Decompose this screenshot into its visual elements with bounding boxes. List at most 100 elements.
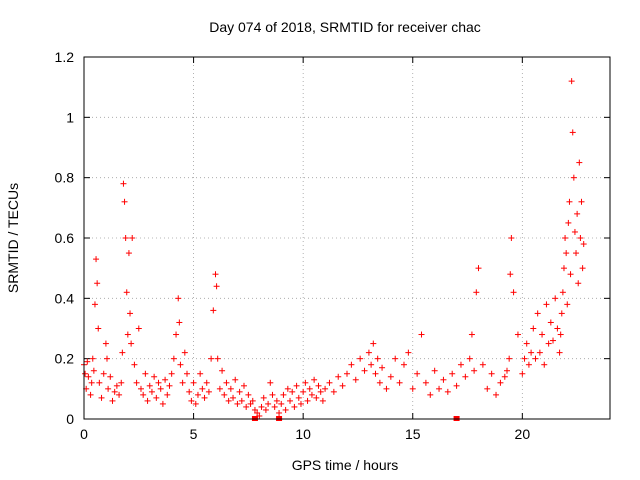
data-point	[539, 331, 546, 338]
data-point	[575, 280, 582, 287]
data-point	[473, 289, 480, 296]
data-point	[558, 310, 565, 317]
data-point	[166, 382, 173, 389]
data-point	[357, 355, 364, 362]
data-point	[265, 400, 272, 407]
y-tick-label-3: 0.6	[55, 230, 75, 246]
data-point	[573, 250, 580, 257]
data-point	[379, 364, 386, 371]
data-point	[90, 367, 97, 374]
data-point	[576, 159, 583, 166]
data-point	[159, 400, 166, 407]
data-point	[566, 198, 573, 205]
data-point	[287, 397, 294, 404]
data-point	[122, 235, 129, 241]
data-point	[534, 310, 541, 317]
data-point	[400, 361, 407, 368]
y-tick-labels: 0 0.2 0.4 0.6 0.8 1 1.2	[55, 49, 75, 427]
data-point	[361, 367, 368, 374]
data-point	[302, 379, 309, 386]
data-point	[466, 355, 473, 362]
data-point	[98, 394, 105, 401]
data-point	[190, 379, 197, 386]
data-point	[155, 379, 162, 386]
data-point	[405, 349, 412, 356]
data-point	[578, 198, 585, 205]
y-tick-label-0: 0	[66, 411, 74, 427]
data-point	[245, 391, 252, 398]
data-point	[188, 397, 195, 404]
data-point	[214, 355, 221, 362]
data-point	[102, 340, 109, 347]
data-point	[177, 361, 184, 368]
data-point	[142, 370, 149, 377]
data-point	[107, 373, 114, 380]
data-point	[221, 391, 228, 398]
data-point	[119, 349, 126, 356]
data-point	[146, 382, 153, 389]
data-point	[462, 373, 469, 380]
data-point	[315, 382, 322, 389]
data-point	[326, 379, 333, 386]
data-point	[88, 379, 95, 386]
chart-title: Day 074 of 2018, SRMTID for receiver cha…	[209, 19, 481, 35]
data-point	[514, 331, 521, 338]
data-point	[506, 355, 513, 362]
data-point	[94, 280, 101, 287]
data-point	[116, 391, 123, 398]
data-point	[396, 379, 403, 386]
data-point	[311, 376, 318, 383]
data-series	[81, 78, 587, 421]
data-point	[295, 394, 302, 401]
data-point	[249, 397, 256, 404]
data-point	[560, 265, 567, 272]
data-point	[129, 235, 136, 241]
data-point	[271, 403, 278, 410]
data-point	[100, 370, 107, 377]
data-point	[543, 301, 550, 308]
data-point	[153, 394, 160, 401]
data-point	[365, 349, 372, 356]
data-point	[216, 385, 223, 392]
data-point	[170, 355, 177, 362]
x-tick-label-0: 0	[80, 426, 88, 442]
x-tick-labels: 0 5 10 15 20	[80, 426, 530, 442]
data-point	[197, 370, 204, 377]
y-axis-label: SRMTID / TECUs	[5, 183, 21, 293]
y-tick-label-2: 0.4	[55, 290, 75, 306]
data-point	[306, 385, 313, 392]
data-point	[392, 355, 399, 362]
data-point	[372, 370, 379, 377]
data-point	[118, 379, 125, 386]
data-point	[125, 250, 132, 257]
data-point	[440, 376, 447, 383]
data-point	[557, 331, 564, 338]
data-point	[453, 382, 460, 389]
data-point	[168, 370, 175, 377]
data-point	[269, 391, 276, 398]
data-point	[344, 370, 350, 377]
data-point	[521, 355, 528, 362]
data-point	[319, 397, 326, 404]
data-point	[201, 394, 208, 401]
data-point	[225, 397, 232, 404]
data-point	[243, 403, 250, 410]
data-point	[571, 228, 578, 235]
x-tick-label-2: 10	[295, 426, 311, 442]
data-point	[525, 361, 532, 368]
data-point	[173, 331, 180, 338]
data-point	[383, 385, 390, 392]
data-point	[503, 367, 510, 374]
data-point	[133, 379, 140, 386]
data-point	[85, 373, 92, 380]
data-point	[260, 394, 267, 401]
data-point	[111, 388, 118, 395]
data-point	[501, 373, 508, 380]
data-point	[284, 385, 291, 392]
data-point	[444, 388, 451, 395]
y-tick-label-6: 1.2	[55, 49, 75, 65]
data-point	[577, 235, 584, 241]
data-point	[556, 349, 563, 356]
data-point	[123, 289, 130, 296]
